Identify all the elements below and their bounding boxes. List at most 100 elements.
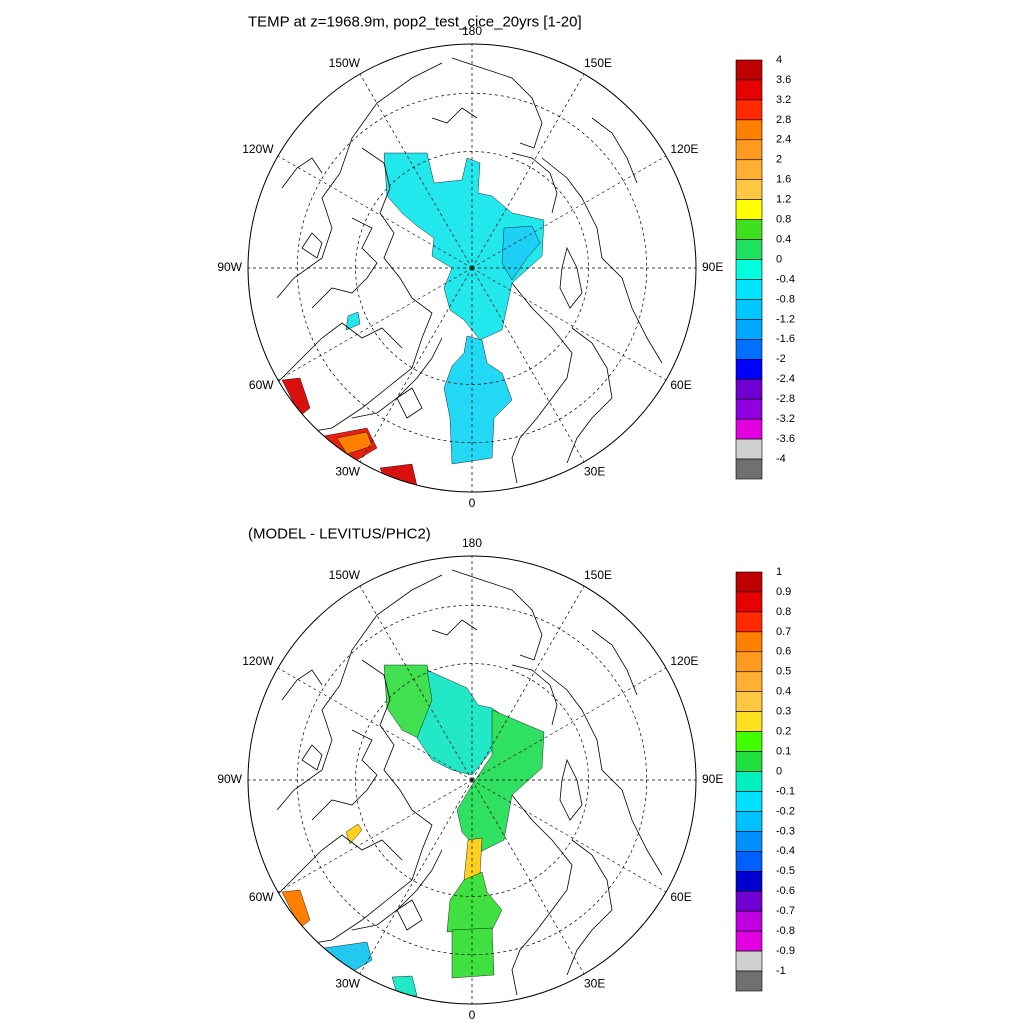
- coastline: [559, 246, 583, 309]
- meridian: [471, 155, 667, 269]
- colorbar-swatch: [735, 398, 763, 420]
- colorbar-label: -2.8: [776, 393, 795, 405]
- region-greenland-sea: [446, 871, 503, 933]
- colorbar-swatch: [735, 438, 763, 460]
- coastline: [301, 659, 433, 946]
- lon-label: 60W: [249, 378, 274, 392]
- colorbar-swatch: [735, 611, 763, 633]
- lon-label: 120W: [242, 142, 274, 156]
- coastline: [281, 157, 323, 189]
- colorbar-swatch: [735, 571, 763, 593]
- colorbar-swatch: [735, 358, 763, 380]
- colorbar-label: 4: [776, 54, 782, 66]
- coastline: [271, 834, 403, 901]
- meridian: [359, 779, 473, 975]
- colorbar-swatch: [735, 339, 763, 360]
- region-baffin-patch: [345, 311, 361, 331]
- coastline: [451, 569, 543, 661]
- colorbar-swatch: [735, 831, 763, 852]
- region-norwegian-sea: [451, 927, 495, 979]
- coastline: [591, 117, 638, 184]
- lon-label: 0: [469, 496, 476, 510]
- meridian: [277, 267, 473, 381]
- colorbar-swatch: [735, 671, 763, 693]
- coastline: [311, 217, 378, 309]
- coastline: [591, 629, 638, 696]
- region-labrador-sea: [281, 889, 311, 929]
- colorbar-label: 0.8: [776, 214, 791, 226]
- colorbar-swatch: [735, 159, 763, 181]
- colorbar-label: 0.6: [776, 646, 791, 658]
- meridian: [277, 667, 473, 781]
- colorbar-label: 0.1: [776, 745, 791, 757]
- coastline: [311, 729, 378, 821]
- meridian: [277, 155, 473, 269]
- meridian: [471, 779, 585, 975]
- meridian: [359, 267, 473, 463]
- colorbar-swatch: [735, 691, 763, 712]
- meridian: [471, 585, 585, 781]
- colorbar-swatch: [735, 239, 763, 260]
- region-irminger-sea: [323, 941, 373, 976]
- colorbar-label: -2.4: [776, 373, 795, 385]
- colorbar-label: -0.5: [776, 865, 795, 877]
- colorbar-label: -0.4: [776, 845, 795, 857]
- meridian: [359, 585, 473, 781]
- meridian: [471, 267, 667, 381]
- colorbar-label: 1: [776, 566, 782, 578]
- colorbar-label: 0.2: [776, 726, 791, 738]
- colorbar-swatch: [735, 771, 763, 792]
- coastline: [281, 669, 323, 701]
- panel-title: TEMP at z=1968.9m, pop2_test_cice_20yrs …: [248, 13, 582, 30]
- meridian: [359, 73, 473, 269]
- colorbar-label: 3.2: [776, 94, 791, 106]
- coastline: [431, 619, 478, 636]
- coastline: [351, 337, 443, 419]
- colorbar-label: -1: [776, 965, 786, 977]
- lon-label: 150W: [329, 56, 361, 70]
- region-eurasian-basin-core: [501, 225, 541, 281]
- colorbar-label: -0.2: [776, 805, 795, 817]
- lon-label: 60W: [249, 890, 274, 904]
- colorbar-label: 0.4: [776, 233, 791, 245]
- coastline: [566, 327, 613, 464]
- colorbar-label: 2.4: [776, 134, 791, 146]
- lon-label: 60E: [670, 890, 691, 904]
- meridian: [471, 267, 585, 463]
- coastline: [511, 664, 558, 726]
- colorbar-swatch: [735, 970, 763, 992]
- colorbar-label: -0.9: [776, 945, 795, 957]
- colorbar-label: 0.7: [776, 626, 791, 638]
- colorbar-swatch: [735, 299, 763, 320]
- polar-map: [248, 556, 696, 1004]
- coastline: [396, 387, 423, 419]
- region-baffin-patch: [345, 823, 363, 845]
- colorbar-label: -0.6: [776, 885, 795, 897]
- colorbar-label: -2: [776, 353, 786, 365]
- map-border: [247, 555, 697, 1005]
- colorbar-label: -0.4: [776, 273, 795, 285]
- colorbar-swatch: [735, 930, 763, 952]
- colorbar-swatch: [735, 631, 763, 653]
- lon-label: 30E: [584, 465, 605, 479]
- coastline: [541, 669, 663, 876]
- lon-label: 150E: [584, 568, 612, 582]
- coastline: [301, 147, 433, 434]
- colorbar-label: 0.3: [776, 706, 791, 718]
- colorbar-swatch: [735, 910, 763, 932]
- colorbar-swatch: [735, 99, 763, 121]
- colorbar-label: 0.8: [776, 606, 791, 618]
- colorbar-label: 2: [776, 154, 782, 166]
- lon-label: 120W: [242, 654, 274, 668]
- colorbar-label: -0.7: [776, 905, 795, 917]
- lon-label: 30W: [335, 465, 360, 479]
- colorbar-swatch: [735, 950, 763, 972]
- colorbar-label: 1.6: [776, 174, 791, 186]
- colorbar-swatch: [735, 591, 763, 613]
- region-south-iceland: [391, 975, 418, 997]
- colorbar-label: -4: [776, 453, 786, 465]
- colorbar-label: 3.6: [776, 74, 791, 86]
- colorbar-label: -3.6: [776, 433, 795, 445]
- colorbar-label: 0.9: [776, 586, 791, 598]
